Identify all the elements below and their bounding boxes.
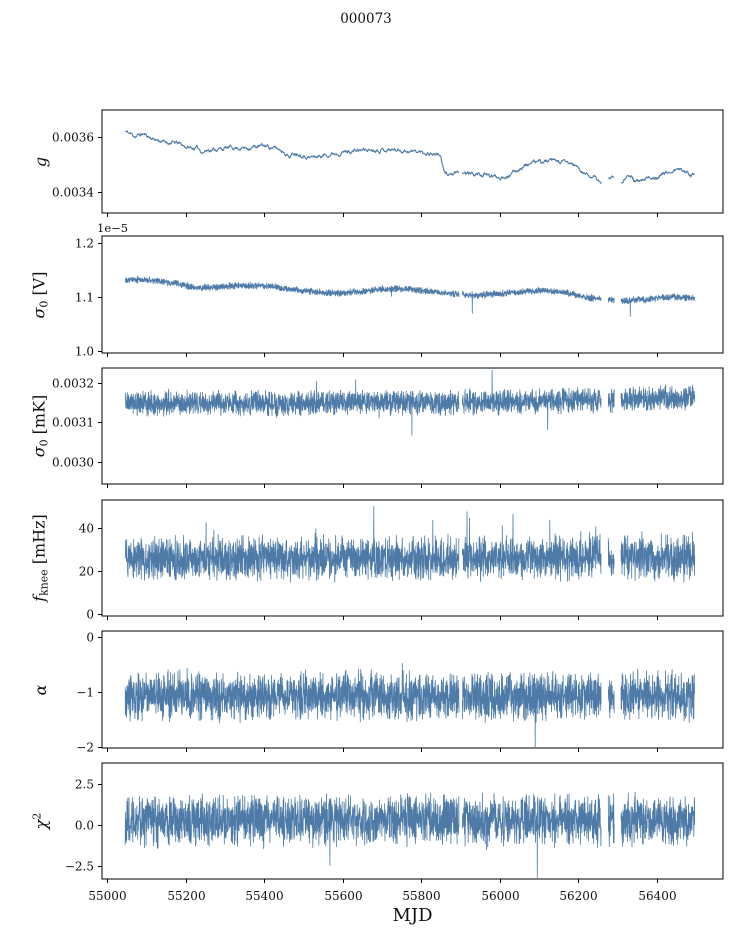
series-sigma0-V bbox=[124, 275, 696, 317]
y-axis-label-segment: α bbox=[31, 684, 50, 695]
y-tick-label: 0 bbox=[86, 631, 94, 645]
axes-spines bbox=[101, 762, 724, 880]
panel-sigma0-mK-plot: 0.0030 0.0031 0.0032 bbox=[52, 367, 724, 488]
y-tick-label: 0.0031 bbox=[52, 416, 94, 430]
y-tick-label: 0.0034 bbox=[52, 186, 94, 200]
y-axis-label-segment: 0 bbox=[37, 300, 51, 308]
panel-alpha-plot: −2 −1 0 bbox=[76, 630, 724, 755]
axes-spines bbox=[101, 630, 724, 749]
y-axis-label-segment: [mK] bbox=[29, 394, 49, 440]
y-tick-label: 2.5 bbox=[75, 778, 94, 792]
y-axis-label-segment: σ bbox=[29, 307, 49, 318]
panel-fknee-plot: 0 20 40 bbox=[79, 499, 724, 622]
axes-spines bbox=[101, 109, 724, 214]
y-axis-label-sigma0-V: σ0 [V] bbox=[29, 271, 51, 318]
x-tick-label: 55200 bbox=[167, 889, 205, 903]
y-axis-label-segment: σ bbox=[29, 446, 49, 458]
y-axis-label-segment: g bbox=[31, 156, 50, 167]
x-axis-label: MJD bbox=[392, 905, 433, 926]
x-tick-label: 55000 bbox=[88, 889, 126, 903]
x-tick-label: 55400 bbox=[245, 889, 283, 903]
panel-sigma0-V-plot: 1.0 1.1 1.2 bbox=[75, 235, 724, 359]
series-chi2 bbox=[124, 791, 696, 878]
y-tick-label: 0.0030 bbox=[52, 456, 94, 470]
y-axis-label-segment: χ bbox=[31, 819, 51, 830]
y-axis-label-chi2: χ2 bbox=[30, 812, 51, 830]
x-tick-label: 56000 bbox=[481, 889, 519, 903]
y-tick-label: 0.0032 bbox=[52, 377, 94, 391]
figure-title: 000073 bbox=[340, 11, 392, 27]
panel-chi2-plot: −2.5 0.0 2.5 55000 55200 55400 55600 55800 56000… bbox=[65, 762, 724, 903]
panel-g-plot: 0.0034 0.0036 bbox=[52, 109, 724, 217]
y-axis-label-sigma0-mK: σ0 [mK] bbox=[29, 394, 51, 458]
x-tick-label: 55600 bbox=[324, 889, 362, 903]
axes-spines bbox=[101, 499, 724, 617]
axes-spines bbox=[101, 367, 724, 485]
y-tick-label: 0.0 bbox=[75, 819, 94, 833]
y-axis-label-segment: [V] bbox=[29, 271, 49, 301]
y-axis-label-segment: [mHz] bbox=[29, 514, 49, 570]
y-axis-offset-text: 1e−5 bbox=[97, 221, 129, 235]
y-axis-label-segment: 2 bbox=[30, 812, 44, 820]
y-tick-label: 40 bbox=[79, 522, 94, 536]
y-axis-label-g: g bbox=[31, 156, 50, 167]
y-axis-label-segment: f bbox=[29, 595, 49, 602]
y-axis-label-fknee: fknee [mHz] bbox=[29, 514, 51, 602]
y-tick-label: 0 bbox=[86, 608, 94, 622]
y-tick-label: 0.0036 bbox=[52, 131, 94, 145]
y-axis-label-segment: knee bbox=[37, 569, 51, 596]
y-tick-label: 20 bbox=[79, 565, 94, 579]
x-tick-label: 55800 bbox=[402, 889, 440, 903]
y-tick-label: 1.1 bbox=[75, 291, 94, 305]
y-axis-label-alpha: α bbox=[31, 684, 50, 695]
y-tick-label: −2 bbox=[76, 741, 94, 755]
y-axis-label-segment: 0 bbox=[37, 439, 51, 447]
y-tick-label: 1.0 bbox=[75, 345, 94, 359]
axes-spines bbox=[101, 235, 724, 354]
y-tick-label: −2.5 bbox=[65, 860, 94, 874]
series-sigma0-mK bbox=[124, 370, 696, 436]
x-tick-label: 56400 bbox=[638, 889, 676, 903]
series-alpha bbox=[124, 663, 696, 749]
y-tick-label: −1 bbox=[76, 686, 94, 700]
series-g bbox=[124, 130, 695, 184]
y-tick-label: 1.2 bbox=[75, 237, 94, 251]
x-tick-label: 56200 bbox=[559, 889, 597, 903]
series-fknee bbox=[124, 506, 696, 583]
